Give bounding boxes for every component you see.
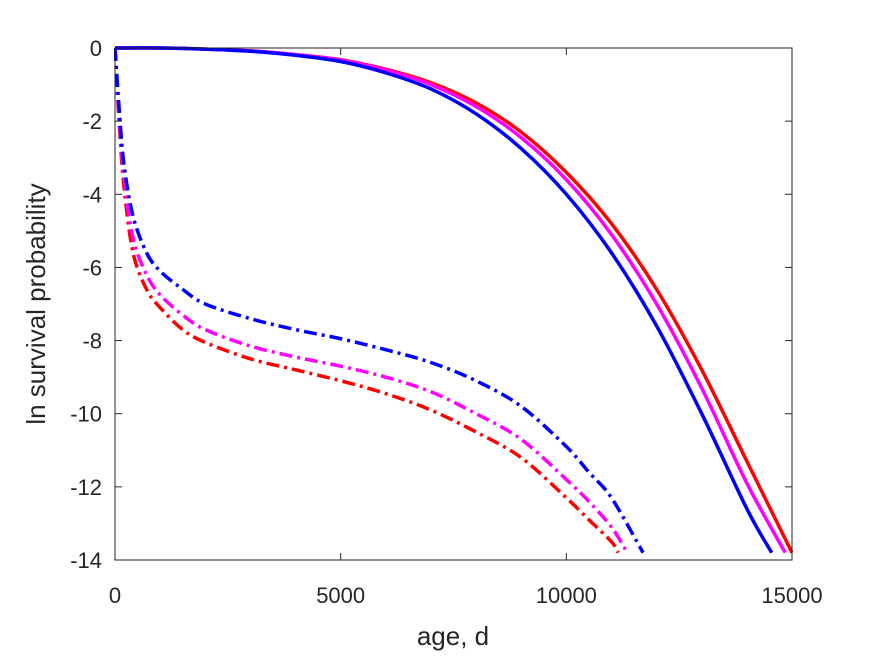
plot-frame [114,47,793,561]
y-tick-label: 0 [90,36,102,61]
y-tick-label: -10 [70,402,102,427]
y-tick-label: -8 [82,329,102,354]
x-tick-label: 10000 [536,583,597,608]
tick-layer: 0 5000 10000 15000 0 -2 -4 -6 -8 -10 -12 -14 [70,36,822,608]
y-tick-label: -14 [70,548,102,573]
y-axis-label: ln survival probability [21,183,51,424]
x-tick-label: 5000 [316,583,365,608]
y-tick-label: -12 [70,475,102,500]
y-tick-label: -6 [82,255,102,280]
red-dashdot-line [114,47,620,554]
x-axis-label: age, d [417,621,489,651]
y-tick-label: -2 [82,109,102,134]
magenta-dashdot-line [114,47,629,554]
blue-dashdot-line [114,47,645,554]
series-layer [114,46,793,554]
x-tick-label: 15000 [761,583,822,608]
x-tick-label: 0 [109,583,121,608]
blue-solid-line [114,46,774,554]
y-tick-label: -4 [82,182,102,207]
